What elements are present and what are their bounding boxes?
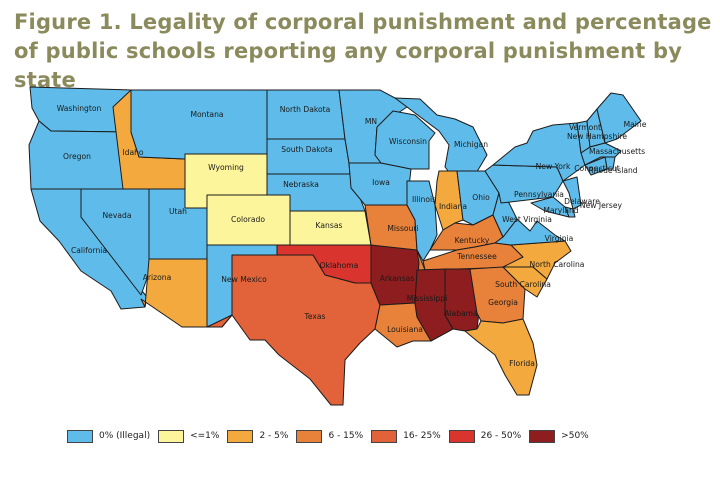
state-wi — [374, 110, 436, 170]
legend-label: 0% (Illegal) — [99, 431, 151, 441]
legend-swatch — [529, 429, 556, 443]
state-label-ia: Iowa — [372, 178, 390, 187]
legend-swatch — [296, 429, 323, 443]
legend-label: <=1% — [190, 431, 220, 441]
state-label-id: Idaho — [122, 148, 144, 157]
state-label-al: Alabama — [444, 309, 477, 318]
state-label-in: Indiana — [439, 202, 467, 211]
state-label-va: Virginia — [545, 234, 574, 243]
state-ct — [584, 156, 608, 176]
state-label-wv: West Virginia — [502, 215, 552, 224]
state-label-sc: South Carolina — [495, 280, 551, 289]
state-label-oh: Ohio — [472, 193, 490, 202]
state-label-mo: Missouri — [387, 224, 418, 233]
legend-item: <=1% — [158, 429, 220, 443]
state-label-tx: Texas — [304, 312, 326, 321]
legend-swatch — [67, 429, 93, 443]
state-label-mn: MN — [365, 117, 377, 126]
state-label-la: Louisiana — [387, 325, 423, 334]
state-fl — [464, 318, 538, 396]
state-label-ct: Connecticut — [574, 164, 619, 173]
state-label-ma: Massachusetts — [589, 147, 645, 156]
legend-item: 6 - 15% — [296, 429, 364, 443]
state-label-nc: North Carolina — [530, 260, 585, 269]
state-nc — [502, 240, 572, 280]
state-mi — [394, 97, 488, 178]
state-label-tn: Tennessee — [456, 252, 497, 261]
state-nd — [266, 89, 346, 140]
legend-item: 0% (Illegal) — [67, 429, 151, 443]
state-label-me: Maine — [624, 120, 647, 129]
state-label-mt: Montana — [190, 110, 223, 119]
state-label-ks: Kansas — [316, 221, 343, 230]
state-label-vt: Vermont — [569, 123, 601, 132]
state-label-ca: California — [71, 246, 107, 255]
legend-label: 26 - 50% — [480, 431, 522, 441]
state-label-wi: Wisconsin — [389, 137, 427, 146]
state-label-il: Illinois — [412, 195, 436, 204]
map-legend: 0% (Illegal) <=1% 2 - 5% 6 - 15% 16- 25% 26 -… — [67, 428, 597, 444]
state-label-de: Delaware — [564, 197, 600, 206]
state-label-ok: Oklahoma — [320, 261, 359, 270]
legend-item: 2 - 5% — [227, 429, 289, 443]
state-label-or: Oregon — [63, 152, 91, 161]
state-label-ri: Rhode Island — [588, 166, 637, 175]
legend-swatch — [448, 429, 475, 443]
state-label-fl: Florida — [509, 359, 535, 368]
legend-swatch — [158, 429, 185, 443]
legend-item: >50% — [529, 429, 589, 443]
state-label-ut: Utah — [169, 207, 187, 216]
state-label-md: Maryland — [543, 206, 578, 215]
state-label-nm: New Mexico — [221, 275, 267, 284]
legend-swatch — [371, 429, 398, 443]
legend-label: >50% — [561, 431, 589, 441]
state-label-nv: Nevada — [103, 211, 132, 220]
state-label-az: Arizona — [143, 273, 172, 282]
figure-title: Figure 1. Legality of corporal punishmen… — [14, 10, 712, 92]
state-label-ms: Mississippi — [407, 294, 447, 303]
state-az — [140, 258, 208, 328]
state-label-wa: Washington — [57, 104, 102, 113]
us-states-map: Washington Oregon California Nevada Idaho Mon… — [28, 86, 647, 406]
state-label-sd: South Dakota — [281, 145, 332, 154]
legend-swatch — [227, 429, 254, 443]
state-label-wy: Wyoming — [208, 163, 244, 172]
state-label-mi: Michigan — [454, 140, 488, 149]
state-label-ne: Nebraska — [283, 180, 319, 189]
state-label-ar: Arkansas — [380, 274, 415, 283]
legend-item: 26 - 50% — [448, 429, 522, 443]
state-label-ny: New York — [536, 162, 571, 171]
legend-item: 16- 25% — [371, 429, 441, 443]
state-label-nj: New Jersey — [580, 201, 623, 210]
state-label-pa: Pennsylvania — [514, 190, 564, 199]
legend-label: 16- 25% — [403, 431, 441, 441]
state-label-nd: North Dakota — [280, 105, 331, 114]
state-label-ky: Kentucky — [455, 236, 490, 245]
state-ma — [580, 142, 622, 166]
state-label-ga: Georgia — [488, 298, 518, 307]
state-wv — [492, 192, 518, 238]
state-nj — [562, 176, 582, 210]
state-label-nh: New Hampshire — [567, 132, 627, 141]
state-label-co: Colorado — [231, 215, 265, 224]
state-md — [530, 196, 570, 218]
legend-label: 2 - 5% — [259, 431, 289, 441]
state-mt — [130, 89, 268, 160]
state-tx — [206, 254, 381, 406]
state-il — [406, 180, 438, 262]
legend-label: 6 - 15% — [328, 431, 364, 441]
